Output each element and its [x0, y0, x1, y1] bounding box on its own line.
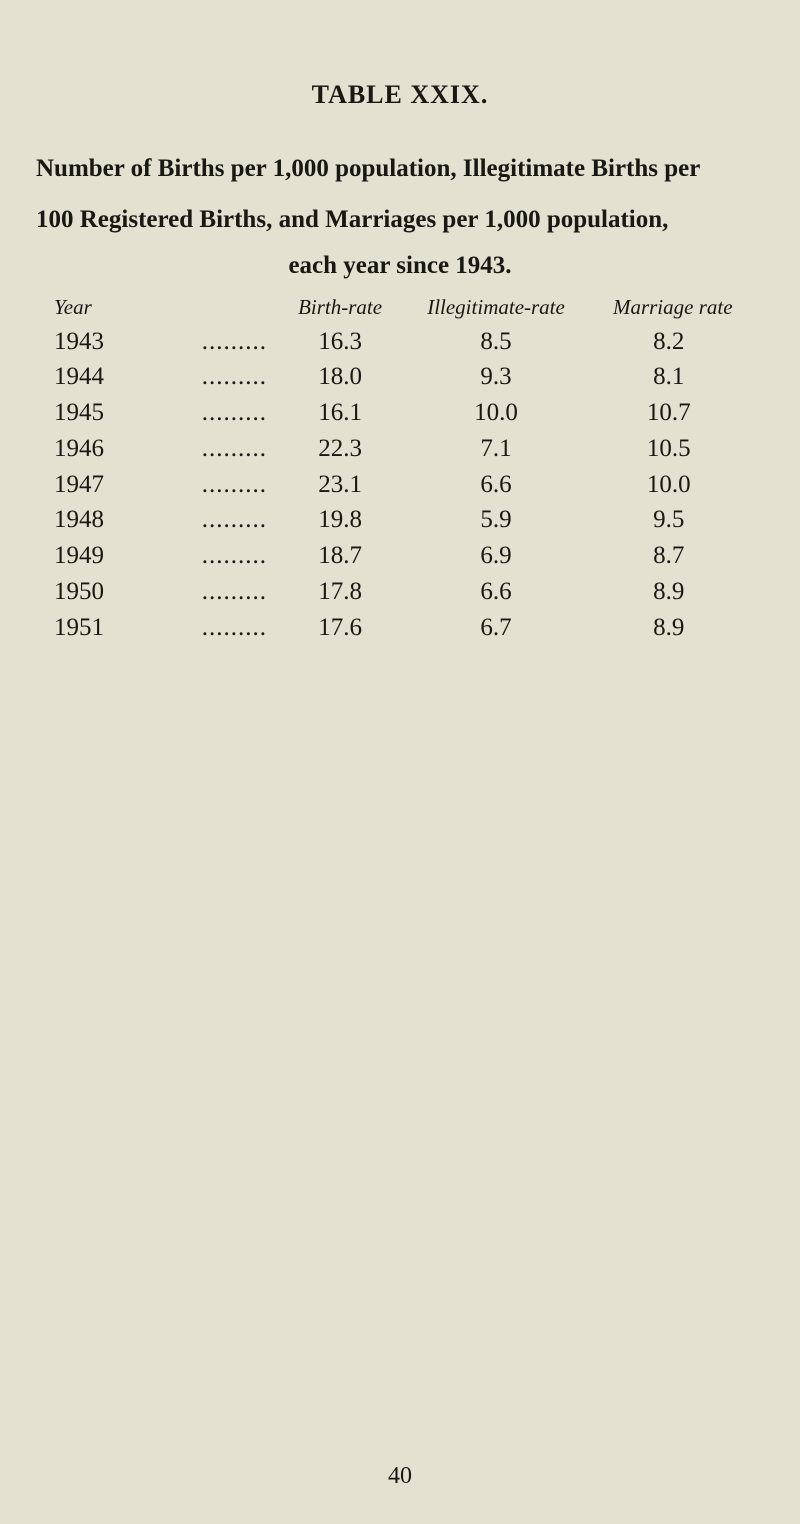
table-caption-line-1: Number of Births per 1,000 population, I…: [36, 150, 764, 189]
cell-birth: 16.3: [273, 324, 408, 360]
cell-dots: .........: [201, 395, 273, 431]
table-row: 1948 ......... 19.8 5.9 9.5: [30, 502, 770, 538]
cell-illeg: 6.7: [408, 610, 585, 646]
cell-birth: 18.0: [273, 359, 408, 395]
cell-illeg: 6.9: [408, 538, 585, 574]
cell-marr: 8.7: [585, 538, 771, 574]
cell-illeg: 7.1: [408, 431, 585, 467]
page-number: 40: [0, 1463, 800, 1490]
cell-marr: 8.1: [585, 359, 771, 395]
cell-illeg: 10.0: [408, 395, 585, 431]
cell-illeg: 8.5: [408, 324, 585, 360]
table-row: 1947 ......... 23.1 6.6 10.0: [30, 467, 770, 503]
cell-marr: 9.5: [585, 502, 771, 538]
table-row: 1943 ......... 16.3 8.5 8.2: [30, 324, 770, 360]
cell-dots: .........: [201, 538, 273, 574]
cell-marr: 10.5: [585, 431, 771, 467]
col-header-spacer: [201, 294, 273, 324]
cell-dots: .........: [201, 359, 273, 395]
cell-marr: 8.2: [585, 324, 771, 360]
cell-year: 1947: [30, 467, 201, 503]
cell-year: 1950: [30, 574, 201, 610]
table-row: 1945 ......... 16.1 10.0 10.7: [30, 395, 770, 431]
cell-dots: .........: [201, 574, 273, 610]
col-header-year: Year: [30, 294, 201, 324]
cell-dots: .........: [201, 610, 273, 646]
table-row: 1951 ......... 17.6 6.7 8.9: [30, 610, 770, 646]
col-header-marriage: Marriage rate: [585, 294, 771, 324]
rates-table: Year Birth-rate Illegitimate-rate Marria…: [30, 294, 770, 646]
col-header-birth-rate: Birth-rate: [273, 294, 408, 324]
cell-birth: 17.6: [273, 610, 408, 646]
cell-illeg: 6.6: [408, 467, 585, 503]
cell-birth: 16.1: [273, 395, 408, 431]
cell-illeg: 5.9: [408, 502, 585, 538]
cell-year: 1943: [30, 324, 201, 360]
col-header-illeg-rate: Illegitimate-rate: [408, 294, 585, 324]
table-row: 1944 ......... 18.0 9.3 8.1: [30, 359, 770, 395]
table-row: 1946 ......... 22.3 7.1 10.5: [30, 431, 770, 467]
cell-dots: .........: [201, 467, 273, 503]
cell-marr: 8.9: [585, 574, 771, 610]
cell-dots: .........: [201, 324, 273, 360]
cell-marr: 10.0: [585, 467, 771, 503]
cell-birth: 17.8: [273, 574, 408, 610]
cell-year: 1946: [30, 431, 201, 467]
table-row: 1949 ......... 18.7 6.9 8.7: [30, 538, 770, 574]
cell-illeg: 9.3: [408, 359, 585, 395]
table-header-row: Year Birth-rate Illegitimate-rate Marria…: [30, 294, 770, 324]
cell-year: 1945: [30, 395, 201, 431]
cell-birth: 19.8: [273, 502, 408, 538]
cell-birth: 23.1: [273, 467, 408, 503]
cell-marr: 8.9: [585, 610, 771, 646]
cell-marr: 10.7: [585, 395, 771, 431]
cell-illeg: 6.6: [408, 574, 585, 610]
table-title: TABLE XXIX.: [30, 80, 770, 110]
cell-birth: 22.3: [273, 431, 408, 467]
table-row: 1950 ......... 17.8 6.6 8.9: [30, 574, 770, 610]
cell-year: 1951: [30, 610, 201, 646]
cell-dots: .........: [201, 502, 273, 538]
table-caption-line-3: each year since 1943.: [30, 252, 770, 280]
cell-year: 1949: [30, 538, 201, 574]
cell-year: 1948: [30, 502, 201, 538]
cell-birth: 18.7: [273, 538, 408, 574]
table-caption-line-2: 100 Registered Births, and Marriages per…: [36, 201, 764, 240]
cell-dots: .........: [201, 431, 273, 467]
cell-year: 1944: [30, 359, 201, 395]
